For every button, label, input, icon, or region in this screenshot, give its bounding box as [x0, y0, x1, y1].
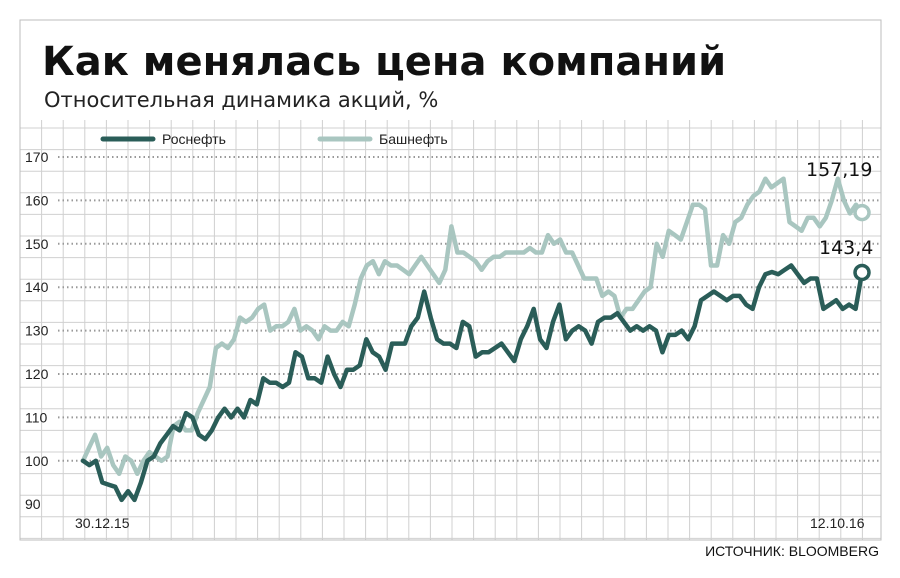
y-tick-label-100: 100	[25, 453, 49, 469]
end-label-rosneft: 143,4	[819, 237, 873, 259]
chart-title: Как менялась цена компаний	[42, 39, 726, 85]
y-tick-label-130: 130	[25, 323, 49, 339]
y-tick-label-160: 160	[25, 192, 49, 208]
chart-dotted-lines	[58, 156, 880, 462]
end-label-bashneft: 157,19	[806, 159, 872, 181]
legend-label-rosneft: Роснефть	[162, 131, 226, 147]
chart-series	[80, 176, 871, 503]
end-marker-bashneft	[853, 203, 871, 222]
x-tick-label-end: 12.10.16	[810, 515, 865, 531]
series-line-rosneft	[80, 263, 865, 503]
y-axis-ticks: 90 100 110 120 130 140 150 160 170	[25, 149, 49, 512]
x-tick-label-start: 30.12.15	[75, 515, 130, 531]
y-tick-label-90: 90	[25, 496, 41, 512]
legend-label-bashneft: Башнефть	[379, 131, 448, 147]
y-tick-label-110: 110	[25, 409, 48, 425]
end-marker-rosneft	[853, 263, 871, 282]
y-tick-label-170: 170	[25, 149, 49, 165]
title-panel	[20, 20, 881, 120]
chart-subtitle: Относительная динамика акций, %	[44, 88, 438, 112]
y-tick-label-150: 150	[25, 236, 49, 252]
source-note: ИСТОЧНИК: BLOOMBERG	[705, 543, 879, 559]
chart-border	[19, 19, 882, 541]
y-tick-label-140: 140	[25, 279, 49, 295]
series-line-bashneft	[80, 176, 865, 477]
chart-frame	[19, 19, 882, 541]
chart-legend: Роснефть Башнефть	[100, 131, 448, 147]
y-tick-label-120: 120	[25, 366, 49, 382]
